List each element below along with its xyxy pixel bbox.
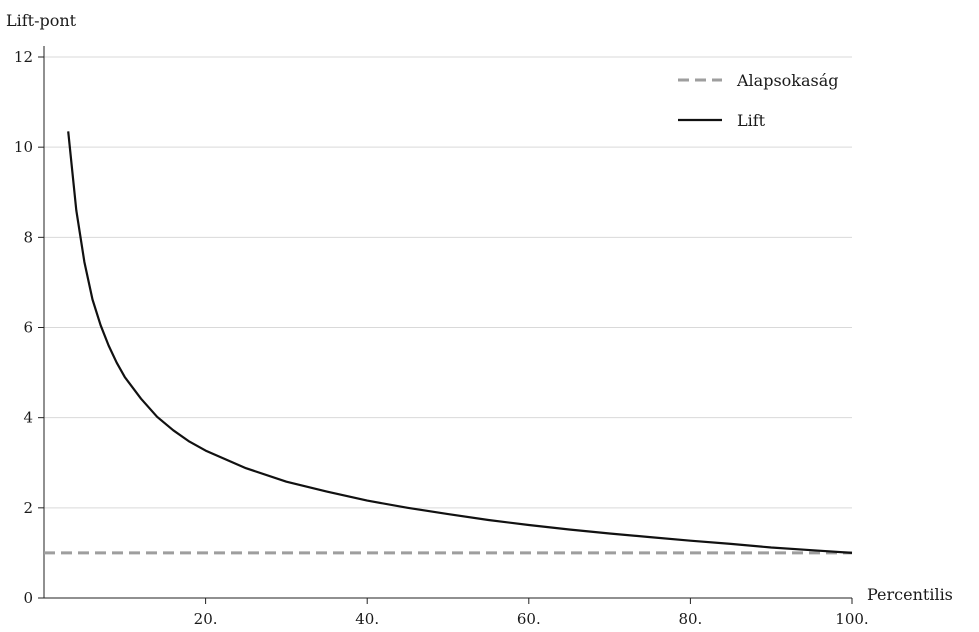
legend-label: Lift [737,111,766,130]
x-tick-label: 100. [835,610,868,628]
series-lines [44,131,853,555]
y-axis-title: Lift-pont [6,11,77,30]
series-line-lift [67,131,853,554]
x-tick-label: 60. [517,610,541,628]
x-tick-label: 40. [355,610,379,628]
y-tick-label: 10 [14,138,33,156]
x-tick-label: 80. [678,610,702,628]
y-tick-label: 4 [23,409,33,427]
y-tick-label: 8 [23,228,33,246]
y-tick-label: 12 [14,48,33,66]
x-tick-label: 20. [194,610,218,628]
legend: Alapsokaság Lift [678,71,839,130]
axes: 0 2 4 6 8 10 12 20. 40. 60. 80. 100. [14,46,869,628]
legend-label: Alapsokaság [736,71,839,90]
y-tick-label: 6 [23,319,33,337]
gridlines [44,56,852,509]
x-axis-title: Percentilis [867,585,953,604]
y-tick-label: 2 [23,499,33,517]
y-tick-label: 0 [23,589,33,607]
